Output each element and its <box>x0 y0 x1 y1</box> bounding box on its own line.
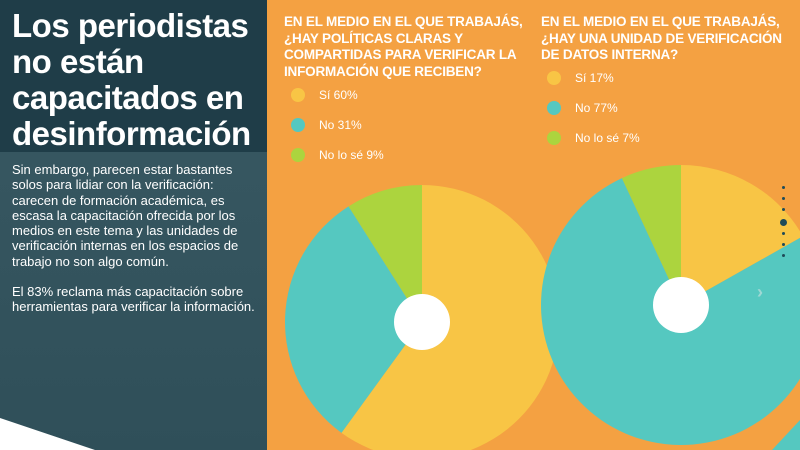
chart1-title: EN EL MEDIO EN EL QUE TRABAJÁS, ¿HAY POL… <box>284 14 523 79</box>
legend-item: No 77% <box>547 93 640 123</box>
chart2-slice-si <box>681 165 800 305</box>
pager-dot[interactable] <box>781 243 785 246</box>
pager-dot[interactable] <box>781 254 785 257</box>
chevron-right-icon[interactable]: › <box>757 282 763 302</box>
chart1-slice-si <box>341 185 559 450</box>
chart1-legend: Sí 60% No 31% No lo sé 9% <box>291 80 384 170</box>
no-swatch <box>291 118 305 132</box>
legend-label: No 31% <box>319 118 362 132</box>
legend-label: Sí 60% <box>319 88 358 102</box>
title-box: Los periodistas no están capacitados en … <box>0 0 267 152</box>
legend-label: Sí 17% <box>575 71 614 85</box>
chart2-center-hole <box>653 277 709 333</box>
pager-dot[interactable] <box>779 219 787 226</box>
legend-label: No 77% <box>575 101 618 115</box>
no-swatch <box>547 101 561 115</box>
chart1-slice-no <box>284 206 422 433</box>
chart2-title: EN EL MEDIO EN EL QUE TRABAJÁS, ¿HAY UNA… <box>541 14 782 62</box>
pager-dot[interactable] <box>781 186 785 189</box>
legend-item: Sí 17% <box>547 63 640 93</box>
left-panel: Los periodistas no están capacitados en … <box>0 0 267 450</box>
legend-label: No lo sé 9% <box>319 148 384 162</box>
chart1-slice-no-lo-se <box>348 185 422 322</box>
legend-item: No 31% <box>291 110 384 140</box>
pager-dot[interactable] <box>781 232 785 235</box>
paragraph: Sin embargo, parecen estar bastantes sol… <box>12 162 239 269</box>
yes-swatch <box>291 88 305 102</box>
pager-dot[interactable] <box>781 208 785 211</box>
charts-area: EN EL MEDIO EN EL QUE TRABAJÁS, ¿HAY POL… <box>267 0 800 450</box>
slide-pager[interactable] <box>778 186 788 265</box>
dont-know-swatch <box>547 131 561 145</box>
pager-dot[interactable] <box>781 197 785 200</box>
next-chart-edge <box>772 420 800 450</box>
chart1-center-hole <box>394 294 450 350</box>
corner-decoration <box>0 418 95 450</box>
paragraph: El 83% reclama más capacitación sobre he… <box>12 284 255 315</box>
legend-label: No lo sé 7% <box>575 131 640 145</box>
legend-item: No lo sé 9% <box>291 140 384 170</box>
body-text: Sin embargo, parecen estar bastantes sol… <box>12 162 262 330</box>
page-title: Los periodistas no están capacitados en … <box>12 7 251 152</box>
pie-charts <box>284 165 800 450</box>
chart2-legend: Sí 17% No 77% No lo sé 7% <box>547 63 640 153</box>
yes-swatch <box>547 71 561 85</box>
chart2-slice-no-lo-se <box>621 165 681 305</box>
legend-item: Sí 60% <box>291 80 384 110</box>
legend-item: No lo sé 7% <box>547 123 640 153</box>
dont-know-swatch <box>291 148 305 162</box>
